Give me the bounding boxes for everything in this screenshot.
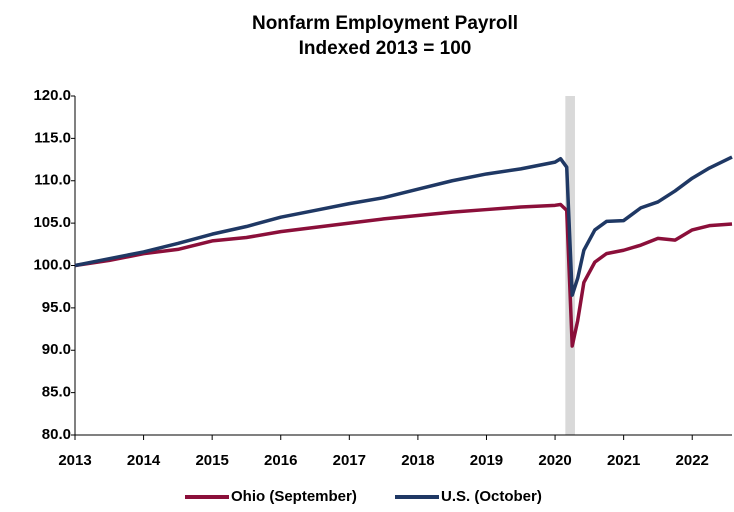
chart-title: Nonfarm Employment Payroll [252, 13, 518, 34]
y-tick-label: 120.0 [33, 87, 71, 104]
series-line [74, 202, 733, 348]
chart-subtitle: Indexed 2013 = 100 [299, 38, 472, 59]
x-tick-label: 2016 [264, 452, 297, 469]
legend-label: U.S. (October) [441, 488, 542, 505]
y-tick-label: 90.0 [42, 341, 71, 358]
series-line [74, 155, 733, 297]
y-tick-label: 115.0 [34, 129, 71, 146]
y-tick-label: 110.0 [34, 172, 71, 189]
x-tick-label: 2013 [58, 452, 91, 469]
y-tick-label: 85.0 [42, 384, 71, 401]
y-tick-label: 95.0 [42, 299, 71, 316]
x-tick-label: 2019 [470, 452, 503, 469]
y-tick-label: 105.0 [33, 214, 71, 231]
x-tick-label: 2021 [607, 452, 640, 469]
x-tick-label: 2017 [333, 452, 366, 469]
legend-label: Ohio (September) [231, 488, 357, 505]
x-tick-label: 2022 [676, 452, 709, 469]
y-tick-label: 80.0 [42, 426, 71, 443]
y-tick-label: 100.0 [33, 256, 71, 273]
x-tick-label: 2014 [127, 452, 161, 469]
x-tick-label: 2018 [401, 452, 434, 469]
x-tick-label: 2020 [538, 452, 571, 469]
x-tick-label: 2015 [195, 452, 228, 469]
